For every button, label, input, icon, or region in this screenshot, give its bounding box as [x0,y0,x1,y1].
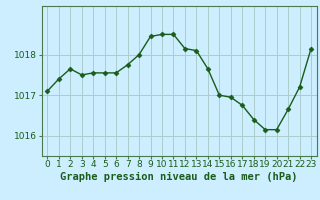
X-axis label: Graphe pression niveau de la mer (hPa): Graphe pression niveau de la mer (hPa) [60,172,298,182]
